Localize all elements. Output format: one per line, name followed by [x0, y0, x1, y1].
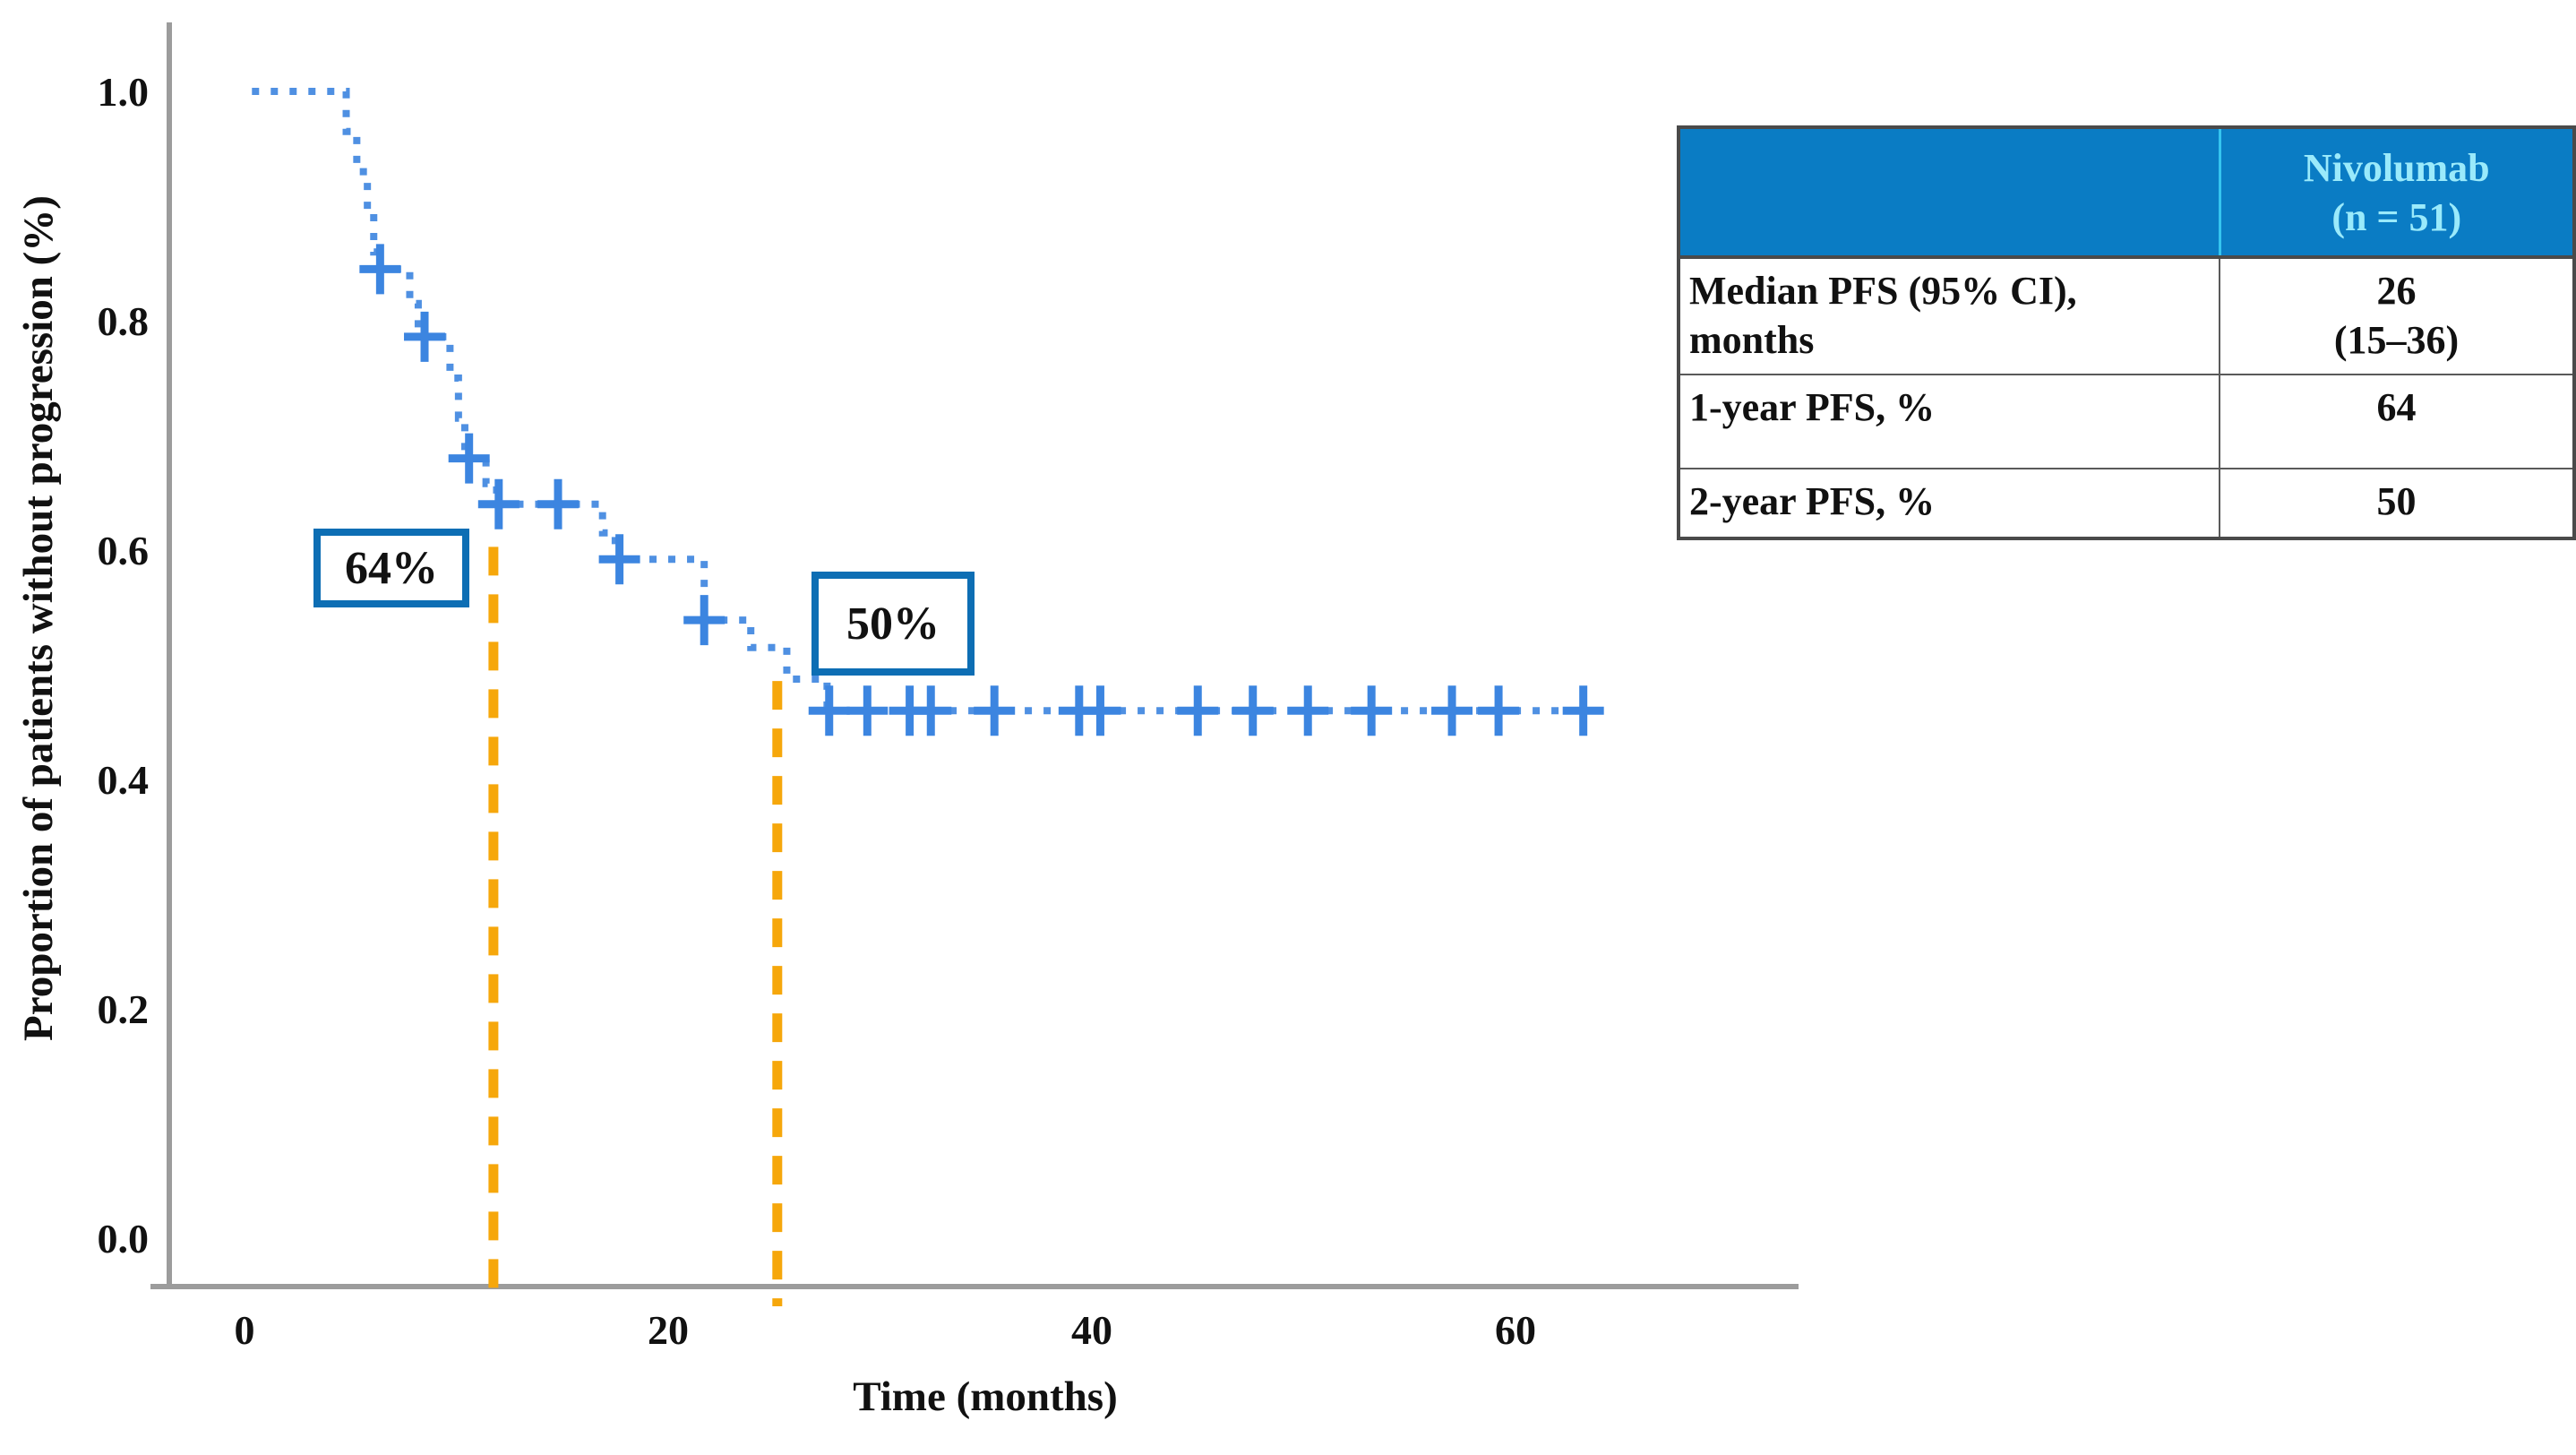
y-tick-label: 1.0 — [98, 69, 150, 115]
x-tick-label: 20 — [648, 1307, 689, 1353]
row-value-line: 50 — [2376, 479, 2417, 523]
y-tick-label: 0.4 — [98, 757, 150, 803]
x-axis-title: Time (months) — [853, 1373, 1118, 1420]
table-row-value: 50 — [2219, 468, 2575, 539]
y-tick-label: 0.0 — [98, 1216, 150, 1261]
row-label-line: 2-year PFS, % — [1689, 479, 1936, 523]
pfs-summary-table: Nivolumab (n = 51) Median PFS (95% CI), … — [1677, 125, 2576, 540]
table-row-label: 1-year PFS, % — [1678, 374, 2220, 469]
row-value-line: (15–36) — [2333, 318, 2460, 362]
x-tick-label: 60 — [1495, 1307, 1536, 1353]
table-row-label: 2-year PFS, % — [1678, 468, 2220, 539]
table-header-drug-n: (n = 51) — [2331, 194, 2462, 239]
table-row-1-year-pfs: 1-year PFS, % 64 — [1678, 374, 2575, 469]
table-row-2-year-pfs: 2-year PFS, % 50 — [1678, 468, 2575, 539]
table-header-drug-cell: Nivolumab (n = 51) — [2218, 126, 2575, 259]
table-row-value: 64 — [2219, 374, 2575, 469]
table-header-drug-name: Nivolumab — [2303, 145, 2490, 190]
table-row-value: 26 (15–36) — [2219, 256, 2575, 375]
table-row-median-pfs: Median PFS (95% CI), months 26 (15–36) — [1678, 256, 2575, 375]
table-header-empty-cell — [1678, 126, 2220, 259]
row-label-line: Median PFS (95% CI), — [1689, 269, 2077, 313]
table-row-label: Median PFS (95% CI), months — [1678, 256, 2220, 375]
annotation-1-year-pfs: 64% — [313, 529, 469, 607]
km-step-curve — [252, 88, 1590, 715]
y-tick-label: 0.2 — [98, 986, 150, 1032]
y-axis-title: Proportion of patients without progressi… — [15, 195, 62, 1041]
x-tick-label: 40 — [1071, 1307, 1112, 1353]
row-value-line: 26 — [2376, 269, 2417, 313]
x-tick-label: 0 — [235, 1307, 255, 1353]
row-label-line: months — [1689, 318, 1815, 362]
row-label-line: 1-year PFS, % — [1689, 385, 1936, 429]
table-header-row: Nivolumab (n = 51) — [1678, 126, 2575, 259]
y-tick-label: 0.8 — [98, 298, 150, 344]
y-tick-label: 0.6 — [98, 528, 150, 573]
annotation-2-year-pfs: 50% — [811, 572, 975, 676]
row-value-line: 64 — [2376, 385, 2417, 429]
